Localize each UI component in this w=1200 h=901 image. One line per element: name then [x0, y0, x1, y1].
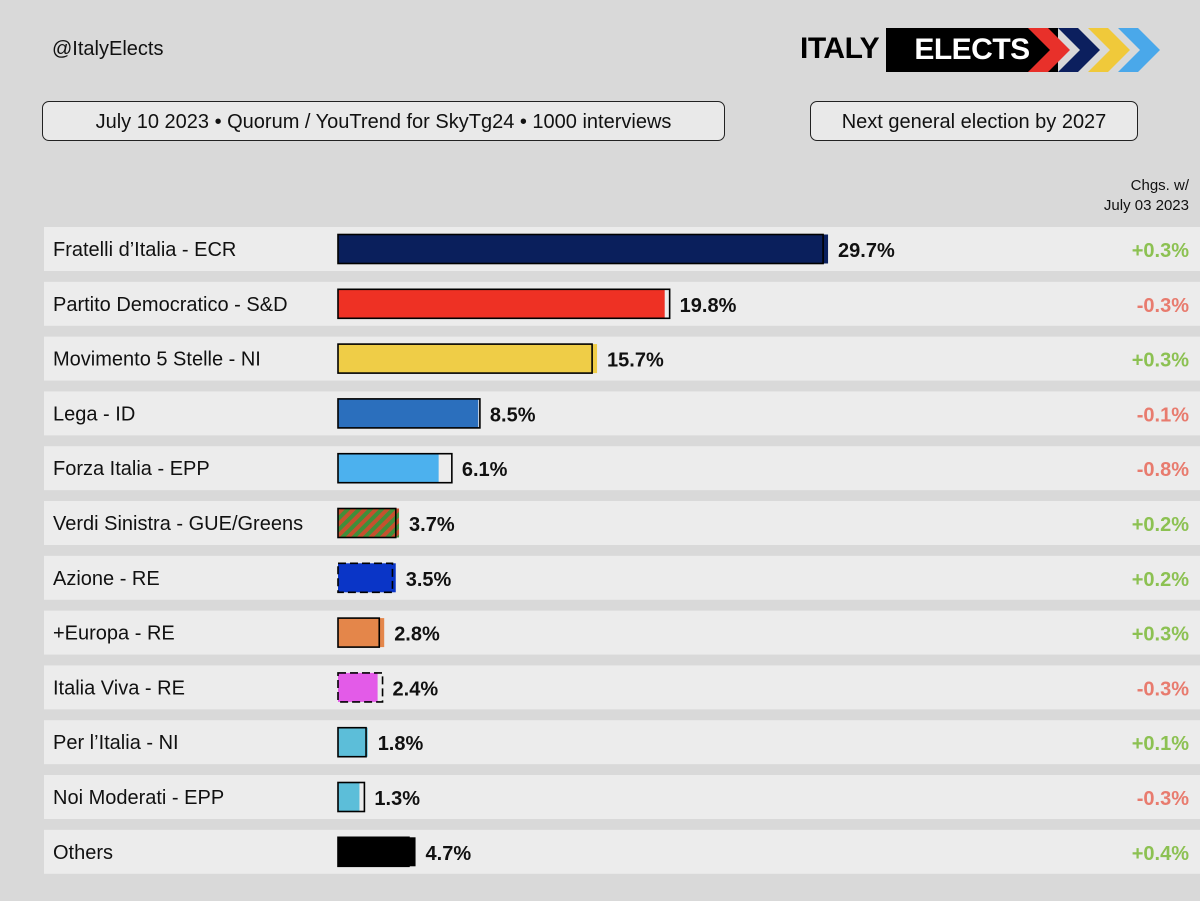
row-background [44, 391, 1200, 436]
value-label: 2.8% [394, 624, 440, 646]
logo-word-elects: ELECTS [886, 28, 1058, 72]
change-label: -0.1% [1137, 404, 1189, 426]
party-label: Azione - RE [53, 568, 160, 590]
row-background [44, 720, 1200, 765]
bar-previous-outline [337, 343, 593, 374]
bar-current [338, 508, 400, 538]
logo-chevron-1 [1028, 28, 1070, 72]
party-label: Italia Viva - RE [53, 677, 185, 699]
value-label: 29.7% [838, 240, 895, 262]
party-label: Verdi Sinistra - GUE/Greens [53, 513, 303, 535]
poll-source-pill: July 10 2023 • Quorum / YouTrend for Sky… [42, 101, 725, 141]
logo-chevron-2 [1058, 28, 1100, 72]
changes-header-line2: July 03 2023 [1103, 197, 1189, 214]
value-label: 19.8% [680, 295, 737, 317]
bar-previous-outline [337, 507, 397, 539]
bar-previous-outline [337, 288, 671, 320]
bar-current [338, 727, 368, 757]
bar-current [338, 289, 665, 319]
change-label: -0.3% [1137, 678, 1189, 700]
bar-current [338, 453, 439, 483]
party-label: Lega - ID [53, 403, 135, 425]
change-label: +0.2% [1132, 514, 1189, 536]
party-label: Others [53, 842, 113, 864]
value-label: 2.4% [393, 678, 439, 700]
change-label: -0.3% [1137, 295, 1189, 317]
party-label: Partito Democratico - S&D [53, 294, 288, 316]
bar-previous-outline [337, 233, 824, 265]
value-label: 3.7% [409, 514, 455, 536]
change-label: -0.3% [1137, 788, 1189, 810]
bar-current [338, 398, 479, 428]
bar-current [338, 618, 385, 648]
value-label: 1.8% [378, 733, 424, 755]
value-label: 3.5% [406, 569, 452, 591]
logo-chevron-4 [1118, 28, 1160, 72]
row-background [44, 829, 1200, 874]
change-label: +0.3% [1132, 624, 1189, 646]
bar-current [338, 782, 360, 812]
bar-previous-outline [337, 398, 481, 429]
change-label: -0.8% [1137, 459, 1189, 481]
handle-text: @ItalyElects [52, 38, 164, 60]
bar-current [338, 837, 416, 867]
bar-current [338, 234, 829, 264]
row-background [44, 610, 1200, 655]
party-label: Forza Italia - EPP [53, 458, 210, 480]
party-label: Noi Moderati - EPP [53, 787, 224, 809]
change-label: +0.1% [1132, 733, 1189, 755]
row-background [44, 336, 1200, 381]
bar-previous-outline [337, 781, 366, 813]
change-label: +0.3% [1132, 240, 1189, 262]
value-label: 6.1% [462, 459, 508, 481]
change-label: +0.2% [1132, 569, 1189, 591]
value-label: 15.7% [607, 350, 664, 372]
bar-previous-outline [337, 726, 367, 758]
logo-word-italy: ITALY [800, 32, 880, 65]
bar-current [338, 344, 598, 374]
logo-chevron-3 [1088, 28, 1130, 72]
changes-header-line1: Chgs. w/ [1130, 177, 1189, 194]
change-label: +0.3% [1132, 350, 1189, 372]
row-background [44, 665, 1200, 710]
bar-current [338, 563, 396, 593]
bar-previous-outline [337, 672, 384, 703]
value-label: 8.5% [490, 404, 536, 426]
row-background [44, 446, 1200, 491]
row-background [44, 555, 1200, 600]
changes-header: Chgs. w/ July 03 2023 [1104, 176, 1189, 216]
party-label: Fratelli d’Italia - ECR [53, 239, 236, 261]
bar-current [338, 672, 378, 702]
party-label: Per l’Italia - NI [53, 732, 179, 754]
italy-elects-logo: ITALY ELECTS [800, 28, 1160, 72]
change-label: +0.4% [1132, 843, 1189, 865]
bar-previous-outline [337, 562, 394, 594]
value-label: 1.3% [374, 788, 420, 810]
next-election-pill: Next general election by 2027 [810, 101, 1138, 141]
party-label: +Europa - RE [53, 623, 175, 645]
value-label: 4.7% [426, 843, 472, 865]
bar-previous-outline [337, 617, 381, 648]
row-background [44, 775, 1200, 819]
logo-chevrons-icon [1028, 28, 1160, 72]
bar-previous-outline [337, 836, 410, 868]
row-background [44, 501, 1200, 545]
party-label: Movimento 5 Stelle - NI [53, 349, 261, 371]
bar-previous-outline [337, 452, 453, 484]
